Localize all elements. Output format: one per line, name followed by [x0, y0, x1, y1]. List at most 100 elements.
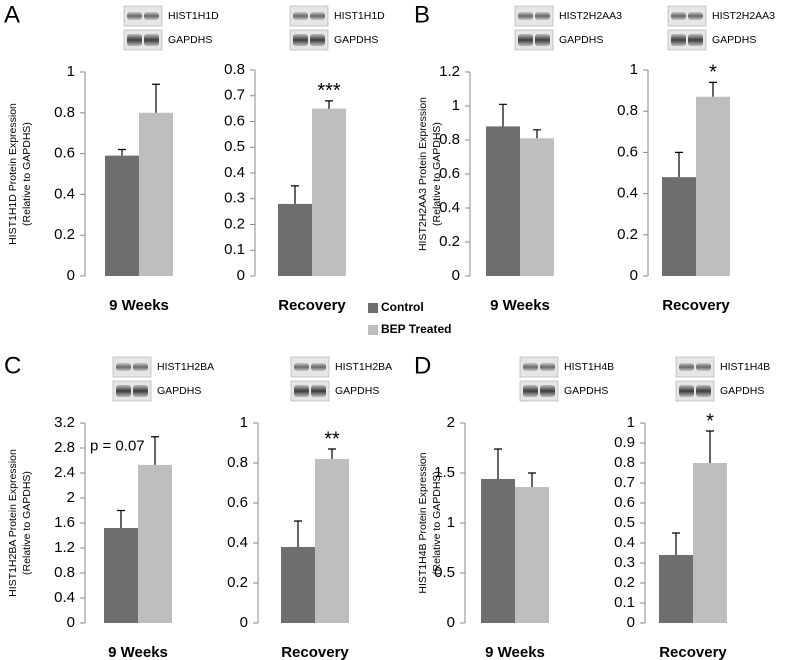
y-tick-label: 1 [240, 414, 248, 431]
y-tick-label: 0.6 [439, 165, 460, 182]
blot-band [127, 12, 142, 20]
error-bar [672, 532, 680, 555]
bar [659, 555, 693, 623]
bar [105, 155, 139, 276]
bar [693, 463, 727, 623]
y-tick-label: 0.2 [617, 226, 638, 243]
bar [312, 108, 346, 276]
blot-label: HIST2H2AA3 [559, 10, 622, 22]
bar [139, 112, 173, 276]
error-bar [675, 151, 683, 178]
y-tick-label: 0 [67, 267, 75, 284]
bar [515, 487, 549, 623]
error-bar [494, 448, 502, 479]
blot-band [310, 12, 325, 20]
blot-frame [289, 5, 329, 27]
y-tick-label: 0.3 [614, 554, 635, 571]
bar [520, 138, 554, 276]
blot-label: GAPDHS [559, 34, 603, 46]
blot-band [311, 385, 326, 397]
x-axis-label: 9 Weeks [109, 297, 169, 314]
legend-swatch [368, 303, 378, 313]
blot-band [688, 12, 703, 20]
y-tick-label: 0.1 [224, 241, 245, 258]
legend-label: BEP Treated [381, 322, 451, 336]
bar [104, 528, 138, 623]
y-tick-label: 0.8 [224, 61, 245, 78]
x-axis-label: 9 Weeks [485, 644, 545, 660]
annotation: * [709, 62, 717, 84]
x-axis-label: 9 Weeks [490, 297, 550, 314]
blot-label: GAPDHS [720, 385, 764, 397]
blot-label: HIST2H2AA3 [712, 10, 775, 22]
y-tick-label: 2.8 [54, 439, 75, 456]
blot-band [293, 34, 308, 46]
blot-band [535, 12, 550, 20]
error-bar [291, 185, 299, 204]
y-tick-label: 0.6 [614, 494, 635, 511]
blot-band [294, 363, 309, 371]
y-tick-label: 2 [447, 414, 455, 431]
y-tick-label: 2.4 [54, 464, 75, 481]
error-bar [709, 81, 717, 97]
blot-band [540, 385, 555, 397]
y-tick-label: 0.6 [224, 112, 245, 129]
error-bar [117, 509, 125, 528]
blot-label: GAPDHS [157, 385, 201, 397]
error-bar [328, 448, 336, 459]
y-tick-label: 0.5 [434, 564, 455, 581]
blot-band [688, 34, 703, 46]
x-axis-label: Recovery [662, 297, 730, 314]
y-tick-label: 0 [237, 267, 245, 284]
error-bar [152, 83, 160, 113]
y-tick-label: 1.6 [54, 514, 75, 531]
blot-frame [519, 356, 559, 378]
bar [315, 459, 349, 623]
legend-swatch [368, 325, 378, 335]
y-tick-label: 0.8 [54, 104, 75, 121]
y-tick-label: 0.4 [617, 185, 638, 202]
panel-letter: B [414, 1, 430, 28]
blot-band [535, 34, 550, 46]
error-bar [151, 436, 159, 465]
blot-frame [123, 5, 163, 27]
bar [662, 177, 696, 276]
y-tick-label: 0.2 [614, 574, 635, 591]
y-tick-label: 0.7 [224, 87, 245, 104]
blot-label: HIST1H2BA [157, 361, 214, 373]
y-axis-label: (Relative to GAPDHS) [431, 471, 443, 575]
y-tick-label: 0.8 [54, 564, 75, 581]
y-axis-label: (Relative to GAPDHS) [21, 122, 33, 226]
y-tick-label: 1 [447, 514, 455, 531]
bar [696, 96, 730, 276]
blot-band [671, 34, 686, 46]
y-tick-label: 0 [630, 267, 638, 284]
blot-band [310, 34, 325, 46]
y-tick-label: 0 [240, 614, 248, 631]
y-tick-label: 0 [447, 614, 455, 631]
bar [278, 203, 312, 276]
y-tick-label: 1 [452, 97, 460, 114]
bar [138, 464, 172, 623]
y-tick-label: 0.2 [224, 215, 245, 232]
blot-band [116, 385, 131, 397]
panel-letter: C [4, 352, 21, 379]
blot-band [671, 12, 686, 20]
error-bar [533, 129, 541, 139]
blot-band [133, 363, 148, 371]
x-axis-label: Recovery [281, 644, 349, 660]
blot-band [696, 385, 711, 397]
legend-label: Control [381, 300, 424, 314]
blot-label: HIST1H2BA [335, 361, 392, 373]
blot-band [523, 363, 538, 371]
bar [481, 479, 515, 623]
y-tick-label: 0 [67, 614, 75, 631]
y-tick-label: 1 [67, 63, 75, 80]
y-tick-label: 0.4 [224, 164, 245, 181]
bar [281, 547, 315, 623]
y-axis-label: HIST2H2AA3 Protein Expression [417, 97, 429, 251]
x-axis-label: 9 Weeks [108, 644, 168, 660]
blot-label: GAPDHS [335, 385, 379, 397]
blot-band [696, 363, 711, 371]
